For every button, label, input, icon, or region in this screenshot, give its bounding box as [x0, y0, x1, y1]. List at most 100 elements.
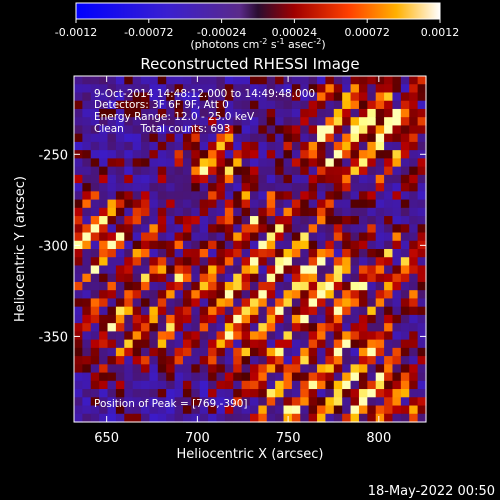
heatmap-cell: [174, 191, 184, 201]
heatmap-cell: [216, 158, 226, 168]
heatmap-cell: [400, 273, 410, 283]
heatmap-cell: [90, 141, 100, 151]
heatmap-cell: [124, 76, 134, 85]
heatmap-cell: [115, 273, 125, 283]
heatmap-cell: [291, 356, 301, 365]
heatmap-cell: [417, 298, 427, 308]
heatmap-cell: [115, 389, 125, 398]
heatmap-cell: [258, 389, 268, 398]
heatmap-cell: [300, 207, 310, 217]
heatmap-cell: [224, 372, 234, 382]
colorbar-tick-label: 0.00024: [272, 26, 318, 39]
heatmap-cell: [317, 306, 327, 316]
heatmap-cell: [99, 306, 109, 316]
heatmap-cell: [182, 257, 192, 267]
heatmap-cell: [124, 290, 134, 300]
heatmap-cell: [149, 257, 159, 267]
heatmap-cell: [233, 413, 243, 423]
footer-timestamp: 18-May-2022 00:50: [368, 484, 495, 499]
heatmap-cell: [124, 150, 134, 159]
heatmap-cell: [216, 356, 226, 365]
heatmap-cell: [350, 281, 360, 291]
heatmap-cell: [141, 108, 151, 118]
heatmap-cell: [409, 150, 419, 159]
heatmap-cell: [99, 380, 109, 390]
heatmap-cell: [99, 133, 109, 143]
heatmap-cell: [367, 281, 377, 291]
heatmap-cell: [384, 92, 394, 102]
heatmap-cell: [266, 108, 276, 118]
heatmap-cell: [417, 100, 427, 110]
heatmap-cell: [182, 405, 192, 415]
heatmap-cell: [124, 273, 134, 283]
heatmap-cell: [107, 397, 117, 407]
heatmap-cell: [300, 372, 310, 382]
heatmap-cell: [342, 364, 352, 374]
heatmap-cell: [266, 298, 276, 308]
heatmap-cell: [291, 199, 301, 209]
heatmap-cell: [283, 405, 293, 415]
heatmap-cell: [99, 364, 109, 374]
heatmap-cell: [333, 141, 343, 151]
heatmap-cell: [291, 364, 301, 374]
heatmap-cell: [157, 372, 167, 382]
heatmap-cell: [300, 199, 310, 209]
heatmap-cell: [333, 397, 343, 407]
heatmap-cell: [199, 216, 209, 225]
heatmap-cell: [367, 240, 377, 250]
heatmap-cell: [300, 133, 310, 143]
heatmap-cell: [325, 125, 335, 135]
heatmap-cell: [266, 174, 276, 184]
heatmap-cell: [400, 389, 410, 398]
heatmap-cell: [99, 84, 109, 94]
heatmap-cell: [266, 166, 276, 176]
heatmap-cell: [400, 405, 410, 415]
heatmap-cell: [300, 323, 310, 332]
heatmap-cell: [375, 183, 385, 192]
heatmap-cell: [409, 125, 419, 135]
heatmap-cell: [350, 364, 360, 374]
heatmap-cell: [191, 413, 201, 423]
heatmap-cell: [157, 108, 167, 118]
heatmap-cell: [191, 397, 201, 407]
heatmap-cell: [400, 199, 410, 209]
heatmap-cell: [241, 364, 251, 374]
heatmap-cell: [233, 240, 243, 250]
heatmap-cell: [82, 323, 92, 332]
heatmap-cell: [325, 389, 335, 398]
heatmap-cell: [191, 117, 201, 127]
heatmap-cell: [358, 356, 368, 365]
heatmap-cell: [400, 298, 410, 308]
heatmap-cell: [325, 314, 335, 324]
heatmap-cell: [342, 108, 352, 118]
heatmap-cell: [350, 323, 360, 332]
heatmap-cell: [82, 389, 92, 398]
heatmap-cell: [308, 133, 318, 143]
heatmap-cell: [124, 380, 134, 390]
heatmap-cell: [350, 413, 360, 423]
heatmap-cell: [333, 92, 343, 102]
heatmap-cell: [400, 413, 410, 423]
heatmap-cell: [291, 108, 301, 118]
heatmap-cell: [99, 224, 109, 234]
heatmap-cell: [199, 290, 209, 300]
heatmap-cell: [74, 108, 83, 118]
heatmap-cell: [174, 141, 184, 151]
heatmap-cell: [392, 158, 402, 168]
heatmap-cell: [174, 150, 184, 159]
heatmap-cell: [241, 273, 251, 283]
heatmap-cell: [224, 224, 234, 234]
heatmap-cell: [99, 117, 109, 127]
heatmap-cell: [182, 150, 192, 159]
heatmap-cell: [241, 331, 251, 341]
heatmap-cell: [224, 397, 234, 407]
heatmap-cell: [333, 232, 343, 242]
annotation-detectors: Detectors: 3F 6F 9F, Att 0: [94, 99, 229, 111]
heatmap-cell: [342, 117, 352, 127]
heatmap-cell: [417, 117, 427, 127]
heatmap-cell: [149, 191, 159, 201]
heatmap-cell: [166, 84, 176, 94]
heatmap-cell: [325, 249, 335, 258]
heatmap-cell: [241, 389, 251, 398]
heatmap-cell: [191, 323, 201, 332]
